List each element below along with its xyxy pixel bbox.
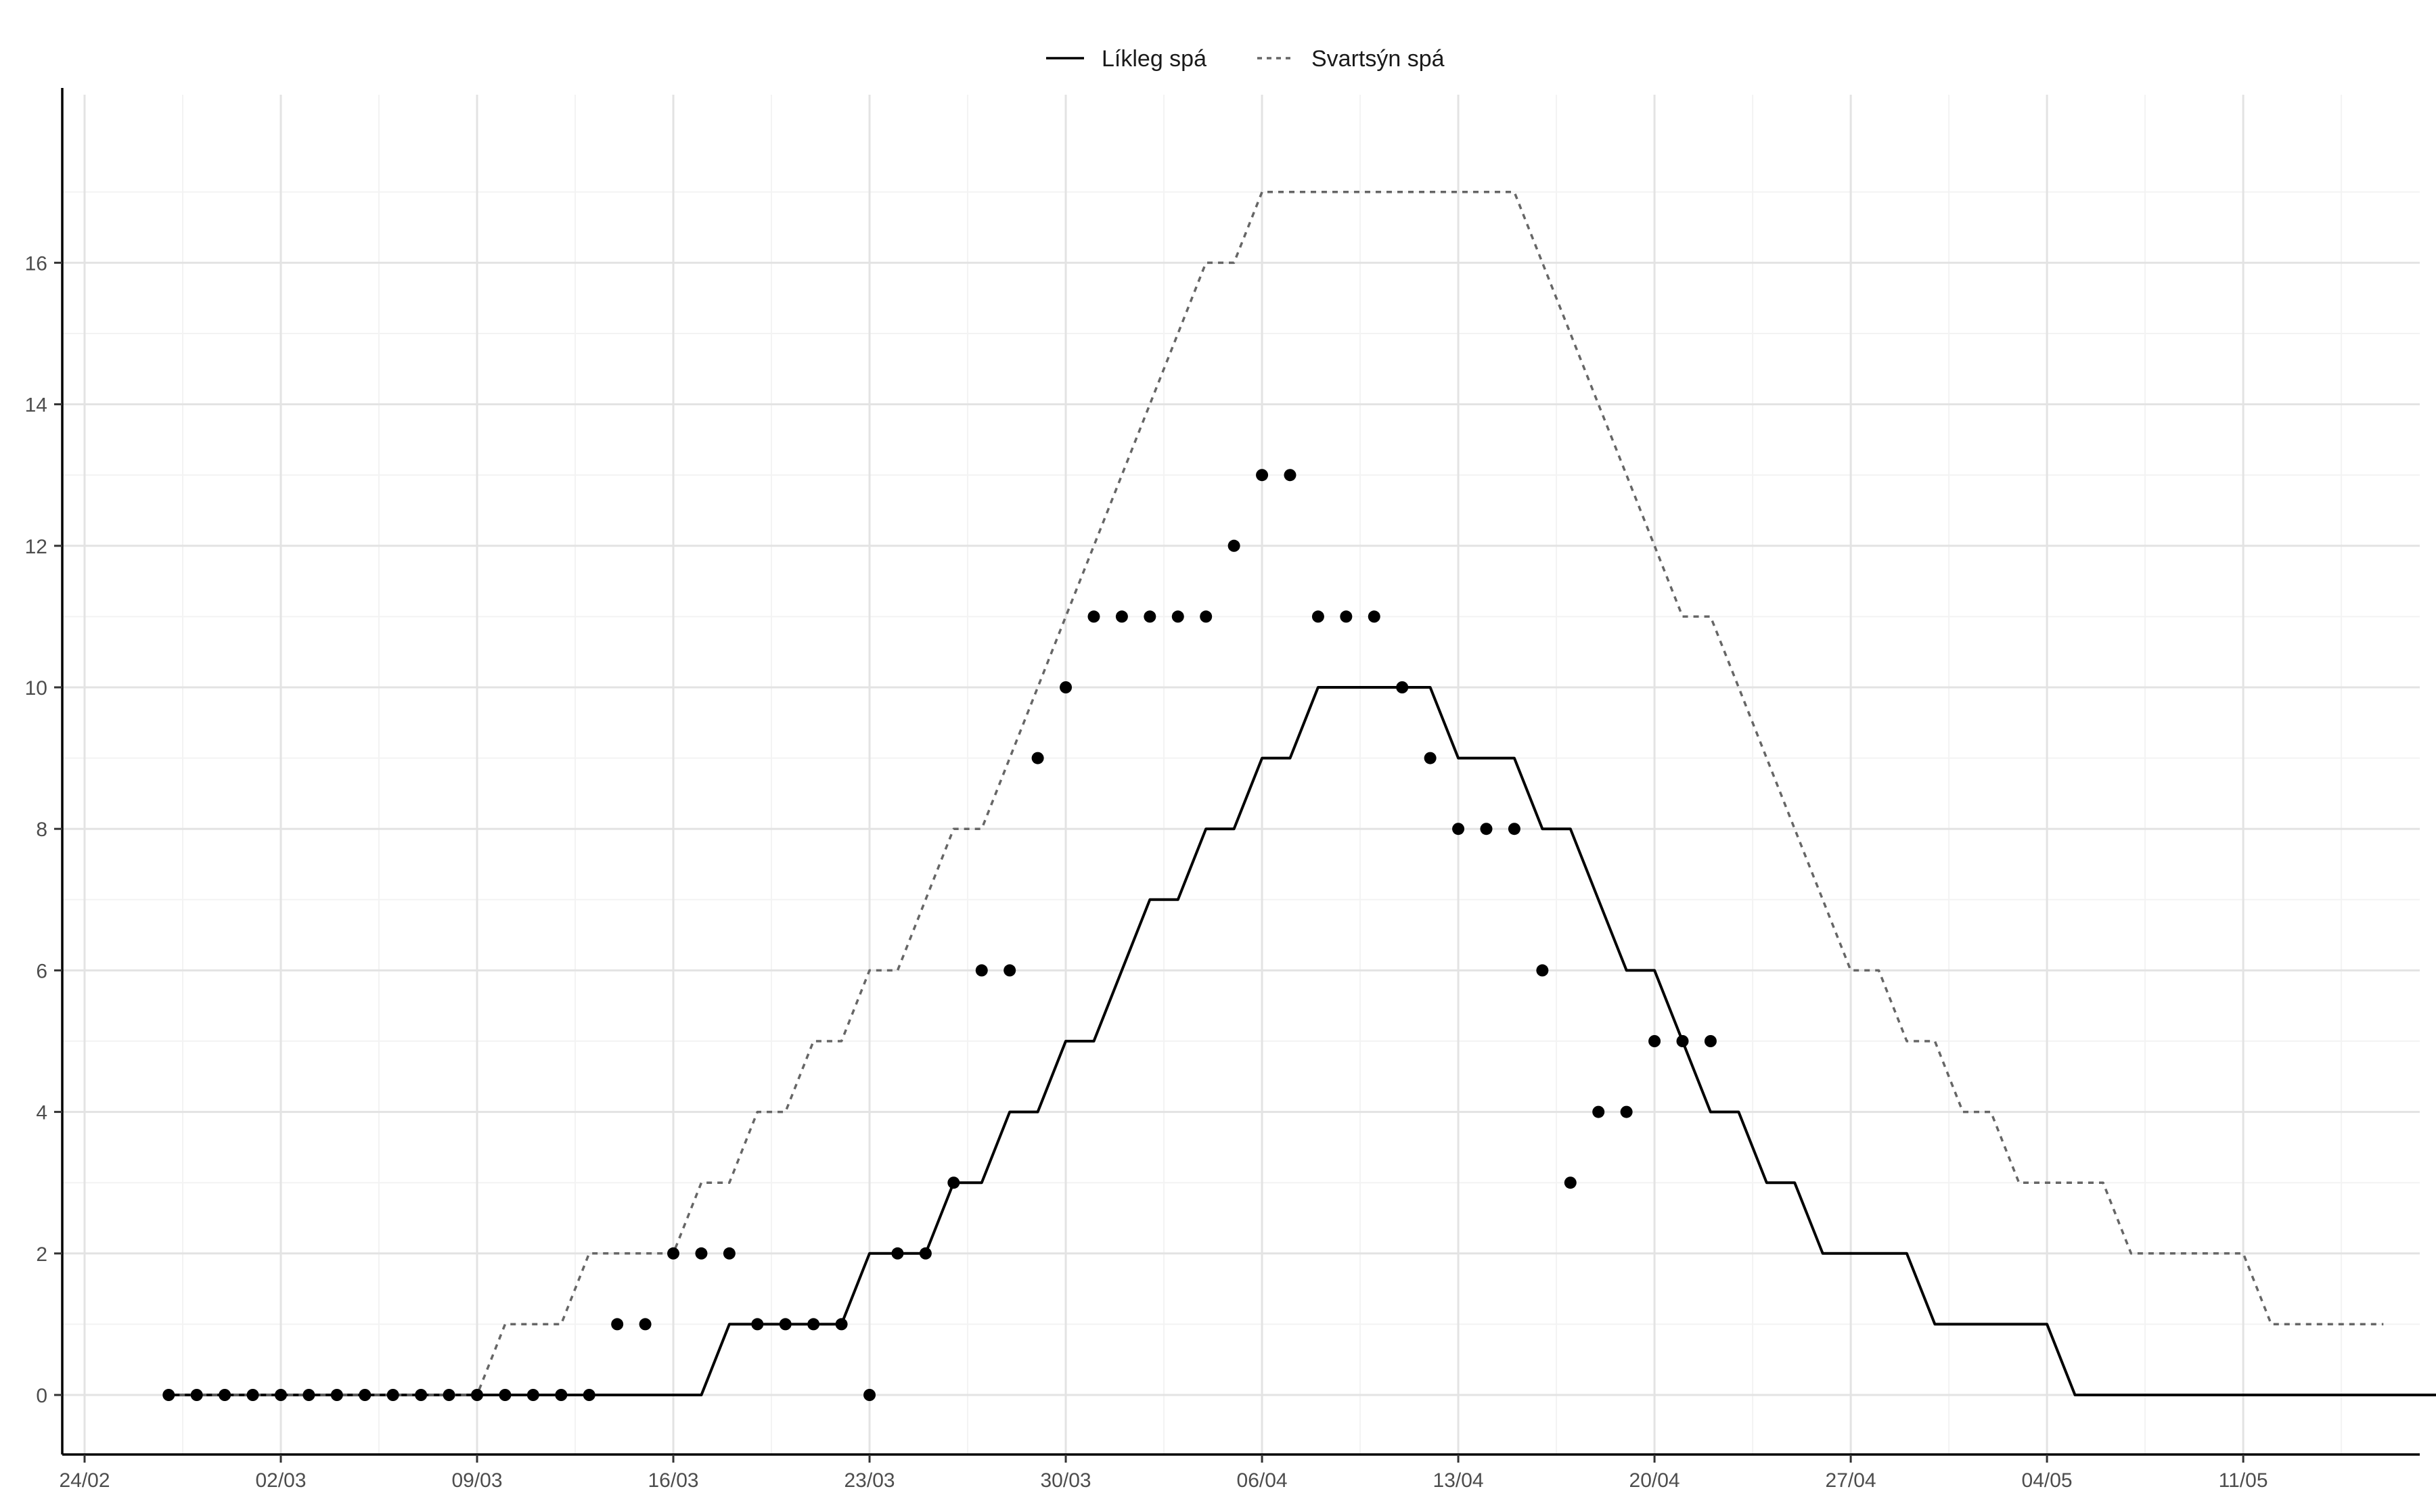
y-tick-label: 0 [36, 1385, 47, 1407]
x-tick-label: 27/04 [1826, 1469, 1876, 1492]
x-tick-label: 24/02 [59, 1469, 110, 1492]
y-tick-label: 8 [36, 819, 47, 841]
data-point [975, 964, 988, 977]
data-point [919, 1247, 932, 1260]
data-point [667, 1247, 680, 1260]
data-point [891, 1247, 904, 1260]
data-point [471, 1389, 484, 1401]
ticks-layer: 24/02 02/03 09/03 16/03 23/03 30/03 06/04 13/04… [25, 252, 2268, 1492]
x-tick-label: 06/04 [1237, 1469, 1288, 1492]
data-point [863, 1389, 876, 1401]
x-tick-label: 16/03 [648, 1469, 698, 1492]
data-point [386, 1389, 399, 1401]
x-tick-label: 02/03 [255, 1469, 306, 1492]
data-point [1200, 610, 1213, 623]
x-tick-label: 23/03 [844, 1469, 895, 1492]
data-point [1115, 610, 1128, 623]
data-point [639, 1318, 652, 1331]
data-point [583, 1389, 595, 1401]
data-point [779, 1318, 792, 1331]
data-point [1480, 823, 1493, 835]
data-point [1368, 610, 1380, 623]
series-line-likleg [168, 686, 2436, 1396]
points-layer [162, 469, 1717, 1401]
data-point [1284, 469, 1296, 482]
x-tick-label: 30/03 [1041, 1469, 1091, 1492]
data-point [1508, 823, 1520, 835]
data-point [219, 1389, 231, 1401]
data-point [1592, 1105, 1605, 1118]
data-point [302, 1389, 315, 1401]
data-point [415, 1389, 428, 1401]
data-point [1340, 610, 1353, 623]
legend: Líkleg spá Svartsýn spá [1046, 46, 1445, 72]
data-point [1396, 681, 1409, 693]
data-point [275, 1389, 288, 1401]
data-point [555, 1389, 568, 1401]
data-point [1227, 539, 1240, 552]
y-tick-label: 12 [25, 536, 47, 558]
x-tick-label: 20/04 [1629, 1469, 1680, 1492]
x-tick-label: 11/05 [2219, 1469, 2268, 1492]
grid-major [62, 95, 2420, 1454]
data-point [499, 1389, 512, 1401]
data-point [1003, 964, 1016, 977]
data-point [1256, 469, 1269, 482]
data-point [1704, 1035, 1717, 1047]
data-point [443, 1389, 455, 1401]
x-tick-label: 13/04 [1433, 1469, 1484, 1492]
data-point [1452, 823, 1465, 835]
data-point [1144, 610, 1156, 623]
legend-label-svartsyn: Svartsýn spá [1311, 46, 1445, 72]
data-point [835, 1318, 848, 1331]
data-point [359, 1389, 371, 1401]
x-tick-label: 04/05 [2022, 1469, 2073, 1492]
y-tick-label: 10 [25, 677, 47, 700]
data-point [751, 1318, 764, 1331]
data-point [246, 1389, 259, 1401]
data-point [1031, 752, 1044, 764]
legend-label-likleg: Líkleg spá [1102, 46, 1206, 72]
data-point [1424, 752, 1437, 764]
series-line-svartsyn [168, 191, 2384, 1396]
data-point [723, 1247, 736, 1260]
data-point [1620, 1105, 1633, 1118]
data-point [947, 1176, 960, 1189]
y-tick-label: 16 [25, 252, 47, 275]
data-point [526, 1389, 539, 1401]
data-point [1676, 1035, 1689, 1047]
y-tick-label: 4 [36, 1102, 47, 1124]
y-tick-label: 2 [36, 1243, 47, 1266]
data-point [190, 1389, 203, 1401]
data-point [1171, 610, 1184, 623]
data-point [695, 1247, 708, 1260]
series-layer [168, 191, 2436, 1396]
data-point [611, 1318, 624, 1331]
data-point [1536, 964, 1549, 977]
data-point [1564, 1176, 1577, 1189]
data-point [1060, 681, 1073, 693]
data-point [1087, 610, 1100, 623]
y-tick-label: 14 [25, 394, 47, 417]
x-tick-label: 09/03 [451, 1469, 502, 1492]
axes [61, 88, 2420, 1456]
data-point [1311, 610, 1324, 623]
data-point [807, 1318, 820, 1331]
y-tick-label: 6 [36, 960, 47, 982]
data-point [1648, 1035, 1661, 1047]
data-point [330, 1389, 343, 1401]
data-point [162, 1389, 175, 1401]
